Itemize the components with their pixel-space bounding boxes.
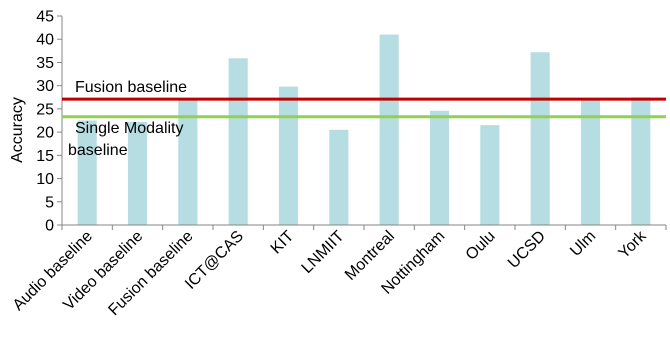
y-tick-label: 0 (45, 218, 54, 235)
y-tick-label: 10 (36, 171, 54, 188)
bars (77, 34, 651, 226)
y-tick-label: 40 (36, 32, 54, 49)
y-axis-title: Accuracy (9, 97, 26, 163)
reference-line-label: Fusion baseline (75, 79, 187, 96)
reference-line-label: baseline (68, 142, 128, 159)
bar-ulm (580, 99, 601, 225)
x-tick-label: UCSD (505, 228, 549, 272)
y-tick-label: 5 (45, 194, 54, 211)
x-tick-label: LNMIIT (299, 228, 348, 277)
bar-ict-cas (228, 58, 248, 225)
x-tick-label: Fusion baseline (105, 228, 196, 319)
y-tick-label: 20 (36, 125, 54, 142)
y-tick-label: 35 (36, 55, 54, 72)
y-tick-label: 15 (36, 148, 54, 165)
reference-line-label: Single Modality (75, 120, 184, 137)
bar-nottingham (429, 110, 450, 225)
x-tick-label: Oulu (463, 228, 499, 264)
y-axis: 0 5 10 15 20 25 30 35 40 45 (36, 9, 63, 235)
bar-audio-baseline (77, 120, 97, 225)
bar-video-baseline (127, 121, 148, 225)
x-tick-label: Ulm (567, 228, 599, 260)
bar-ucsd (530, 52, 550, 225)
bar-fusion-baseline (178, 99, 198, 225)
bar-lnmiit (329, 129, 349, 225)
reference-lines: Fusion baseline Single Modality baseline (62, 79, 666, 159)
x-tick-label: York (615, 227, 650, 262)
bar-kit (278, 86, 299, 226)
y-tick-label: 25 (36, 101, 54, 118)
y-tick-label: 30 (36, 78, 54, 95)
bar-oulu (480, 125, 500, 225)
y-tick-label: 45 (36, 9, 54, 26)
bar-york (631, 97, 651, 225)
bar-montreal (379, 34, 399, 226)
x-tick-label: KIT (268, 228, 298, 258)
